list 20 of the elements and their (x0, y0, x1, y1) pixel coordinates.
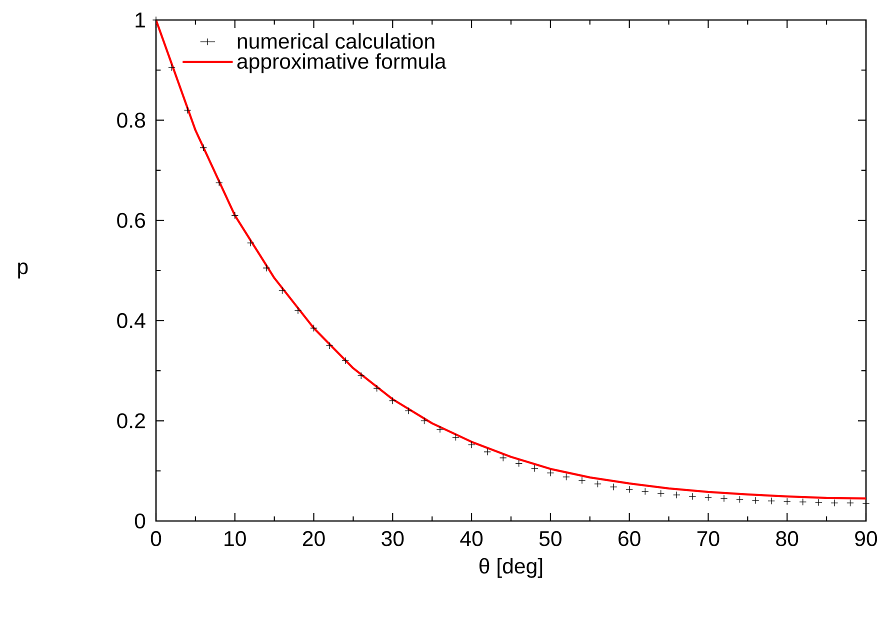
x-tick-label: 20 (302, 531, 325, 546)
x-tick-label: 40 (460, 531, 483, 546)
y-tick-label: 0.2 (117, 413, 145, 428)
legend-label: numerical calculation (238, 33, 434, 49)
x-tick-label: 90 (855, 531, 878, 546)
y-tick-label: 0.8 (117, 112, 146, 128)
y-tick-label: 0 (134, 513, 146, 529)
x-axis-title: θ [deg] (479, 558, 542, 578)
x-tick-label: 70 (697, 531, 720, 546)
x-tick-label: 10 (224, 531, 246, 546)
legend-label: approximative formula (237, 53, 446, 74)
x-tick-label: 50 (539, 531, 562, 546)
y-tick-label: 0.4 (117, 313, 146, 328)
y-tick-label: 1 (136, 12, 145, 28)
x-tick-label: 0 (150, 531, 162, 546)
y-axis-title: p (18, 262, 28, 278)
y-tick-label: 0.6 (117, 212, 146, 228)
x-tick-label: 80 (776, 531, 798, 546)
x-tick-label: 60 (618, 531, 640, 546)
x-tick-label: 30 (382, 531, 404, 546)
